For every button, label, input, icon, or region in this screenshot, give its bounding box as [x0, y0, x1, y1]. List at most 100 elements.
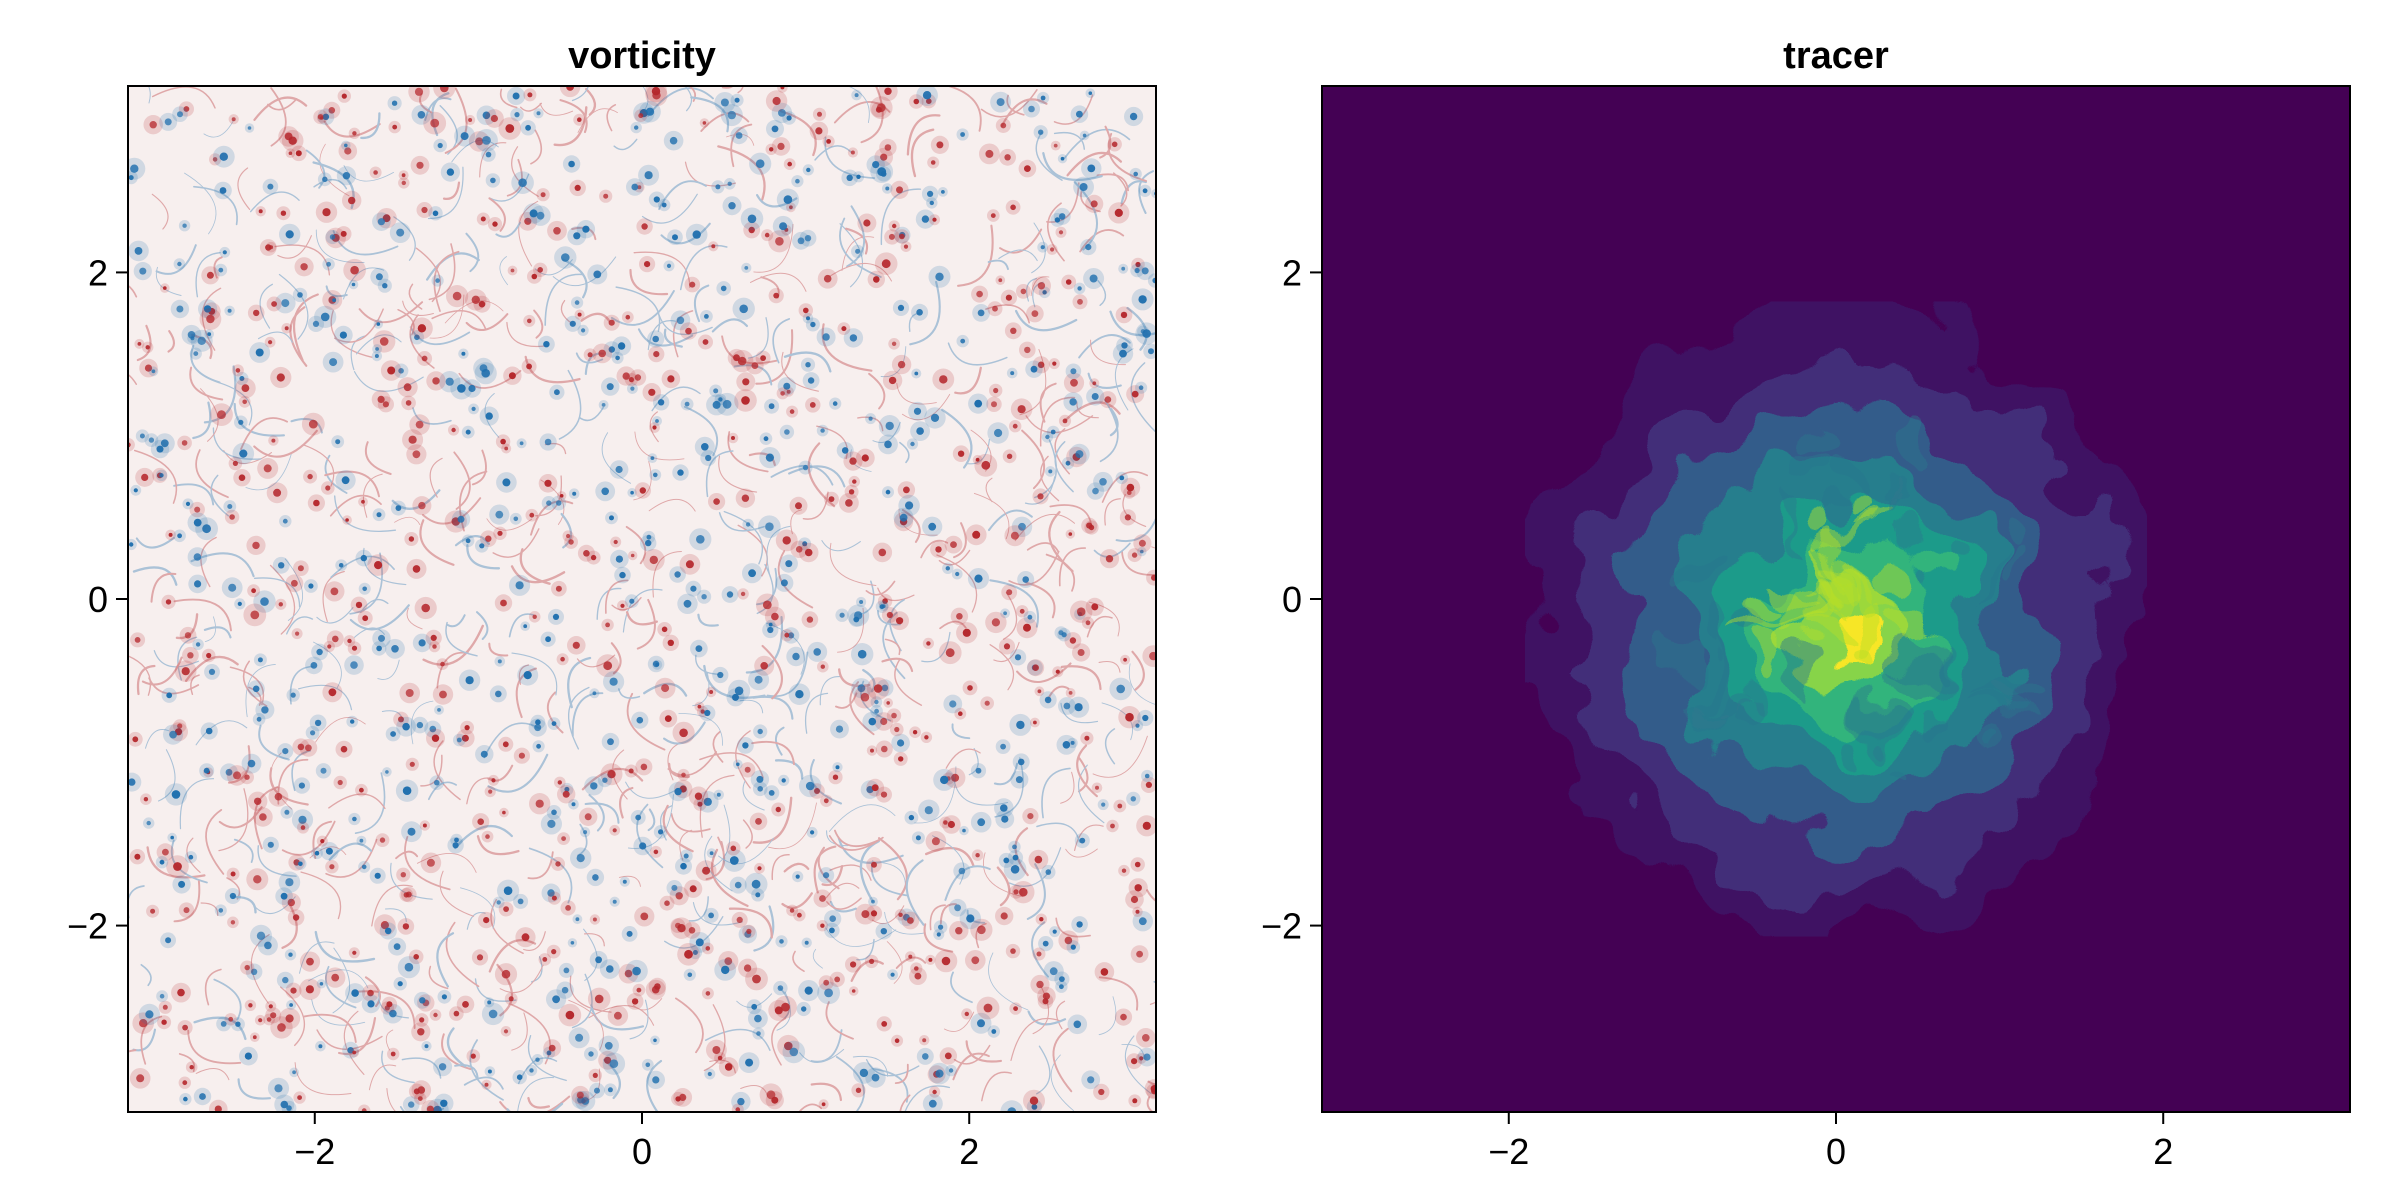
vorticity-vortex	[861, 454, 869, 462]
tracer-heatmap	[1322, 86, 2350, 1112]
vorticity-vortex	[254, 797, 262, 805]
vorticity-filament	[386, 1087, 397, 1112]
vorticity-vortex	[855, 1087, 862, 1094]
vorticity-vortex	[922, 1038, 927, 1043]
vorticity-vortex	[162, 1004, 168, 1010]
vorticity-vortex	[1001, 815, 1009, 823]
vorticity-vortex	[188, 854, 194, 860]
vorticity-filament	[1039, 396, 1076, 447]
vorticity-filament	[334, 308, 384, 343]
tracer-panel: tracer −2 0 2−202	[1261, 35, 2351, 1172]
vorticity-vortex	[880, 928, 887, 935]
vorticity-vortex	[855, 248, 861, 254]
vorticity-filament	[487, 753, 549, 793]
vorticity-filament	[737, 86, 744, 94]
vorticity-filament	[658, 180, 707, 211]
vorticity-vortex	[566, 533, 571, 539]
vorticity-vortex	[151, 369, 156, 374]
vorticity-filament	[471, 449, 487, 486]
vorticity-vortex	[1032, 664, 1039, 671]
vorticity-filament	[329, 494, 382, 517]
vorticity-vortex	[314, 850, 320, 856]
vorticity-vortex	[903, 486, 910, 494]
vorticity-vortex	[884, 440, 892, 449]
vorticity-vortex	[342, 172, 351, 180]
vorticity-vortex	[1114, 208, 1123, 217]
tracer-filament	[1866, 696, 1899, 736]
vorticity-vortex	[397, 981, 403, 987]
vorticity-vortex	[268, 1004, 273, 1009]
vorticity-vortex-halo	[1000, 1100, 1024, 1112]
vorticity-vortex	[651, 985, 660, 994]
vorticity-filament	[1099, 399, 1119, 463]
vorticity-filament	[395, 850, 419, 860]
vorticity-vortex	[518, 178, 527, 187]
vorticity-filament	[433, 250, 460, 312]
vorticity-vortex	[480, 216, 486, 222]
vorticity-vortex	[577, 312, 582, 317]
vorticity-vortex	[317, 114, 324, 120]
vorticity-vortex	[638, 113, 644, 119]
vorticity-filament	[838, 668, 871, 688]
vorticity-filament	[1077, 757, 1089, 793]
vorticity-vortex	[614, 1011, 622, 1020]
vorticity-filament	[810, 1029, 843, 1063]
vorticity-filament	[350, 335, 367, 371]
vorticity-vortex	[252, 1035, 257, 1040]
vorticity-vortex	[859, 1068, 869, 1078]
vorticity-vortex	[756, 1031, 761, 1036]
vorticity-vortex	[261, 706, 269, 714]
vorticity-vortex	[373, 170, 378, 175]
vorticity-filament	[742, 819, 753, 849]
vorticity-vortex	[789, 908, 795, 913]
vorticity-vortex-halo	[128, 438, 135, 452]
vorticity-filament	[213, 978, 242, 1021]
vorticity-vortex	[193, 518, 202, 527]
vorticity-filament	[568, 999, 604, 1051]
vorticity-filament	[360, 598, 389, 613]
vorticity-vortex	[898, 756, 904, 762]
vorticity-xtick-label: −2	[294, 1131, 335, 1172]
vorticity-vortex	[274, 792, 283, 801]
vorticity-vortex	[744, 266, 749, 270]
tracer-xtick-label: 2	[2153, 1131, 2173, 1172]
vorticity-vortex	[378, 634, 385, 642]
vorticity-vortex	[928, 522, 937, 531]
tracer-filament	[1778, 422, 1815, 463]
vorticity-vortex	[984, 700, 990, 706]
vorticity-vortex	[405, 891, 412, 898]
vorticity-vortex	[1034, 855, 1043, 864]
vorticity-filament	[558, 369, 582, 440]
vorticity-vortex	[1111, 141, 1118, 148]
vorticity-filament	[237, 167, 251, 210]
vorticity-filament	[745, 616, 784, 674]
vorticity-vortex	[592, 917, 597, 922]
vorticity-vortex	[432, 644, 437, 649]
vorticity-vortex	[177, 261, 182, 267]
vorticity-vortex	[1119, 475, 1125, 481]
vorticity-filament	[965, 1040, 1002, 1063]
vorticity-vortex	[637, 185, 642, 190]
vorticity-vortex	[915, 835, 921, 841]
vorticity-vortex	[375, 273, 383, 281]
vorticity-filament	[571, 973, 593, 1029]
vorticity-vortex	[868, 416, 873, 421]
tracer-ytick-label: 0	[1282, 579, 1302, 620]
vorticity-vortex	[312, 320, 320, 327]
vorticity-vortex	[1050, 429, 1056, 435]
vorticity-filament	[905, 859, 925, 926]
vorticity-vortex	[690, 585, 697, 592]
vorticity-vortex	[628, 768, 634, 774]
vorticity-filament	[1114, 348, 1134, 411]
vorticity-filament	[742, 780, 765, 811]
vorticity-filament	[409, 314, 435, 369]
vorticity-filament	[1079, 229, 1125, 253]
vorticity-filament	[343, 1010, 365, 1075]
vorticity-vortex	[518, 752, 526, 759]
vorticity-vortex	[554, 389, 560, 396]
vorticity-filament	[768, 802, 817, 850]
vorticity-vortex	[291, 579, 298, 587]
vorticity-vortex	[485, 834, 490, 839]
vorticity-vortex	[453, 1010, 460, 1017]
vorticity-filament	[844, 227, 868, 255]
